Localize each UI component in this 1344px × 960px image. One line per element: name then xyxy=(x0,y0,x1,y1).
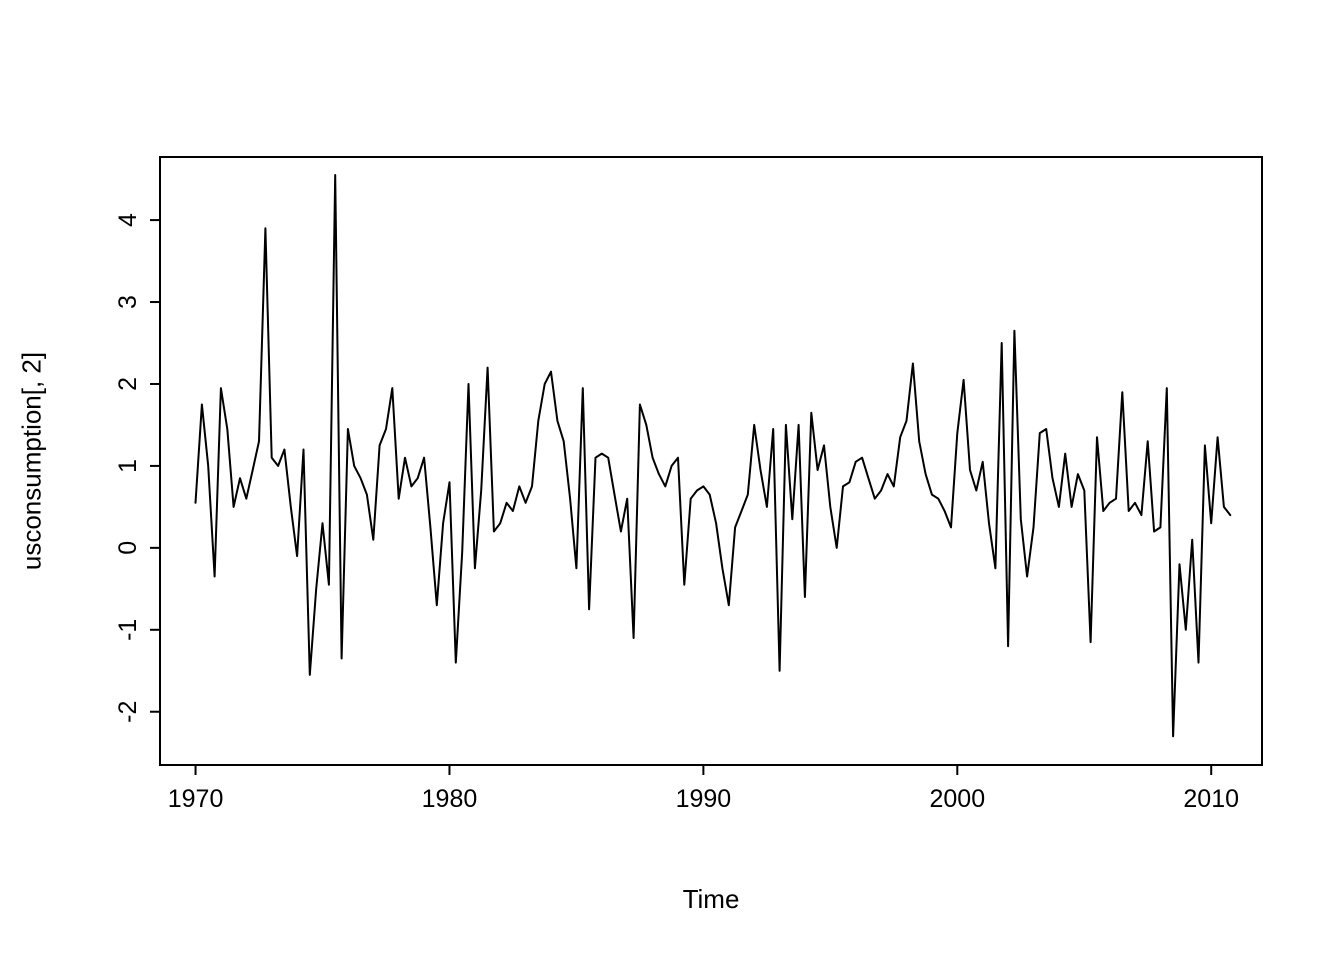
x-tick-label: 2010 xyxy=(1183,785,1239,813)
x-tick-label: 2000 xyxy=(929,785,985,813)
y-axis-title-text: usconsumption[, 2] xyxy=(16,351,47,571)
y-tick-label: -1 xyxy=(114,619,142,641)
x-tick-label: 1990 xyxy=(676,785,732,813)
y-axis-title: usconsumption[, 2] xyxy=(17,352,48,570)
y-tick-label: 0 xyxy=(114,541,142,555)
x-axis-title-text: Time xyxy=(682,884,740,914)
x-tick-label: 1970 xyxy=(168,785,224,813)
plot-frame xyxy=(159,156,1263,766)
y-tick-label: 4 xyxy=(114,213,142,227)
y-tick-label: -2 xyxy=(114,701,142,723)
y-tick-label: 1 xyxy=(114,459,142,473)
y-tick-label: 2 xyxy=(114,377,142,391)
y-tick-label: 3 xyxy=(114,295,142,309)
data-series-line xyxy=(194,174,1232,738)
x-tick-label: 1980 xyxy=(422,785,478,813)
x-axis-title: Time xyxy=(0,884,1344,915)
